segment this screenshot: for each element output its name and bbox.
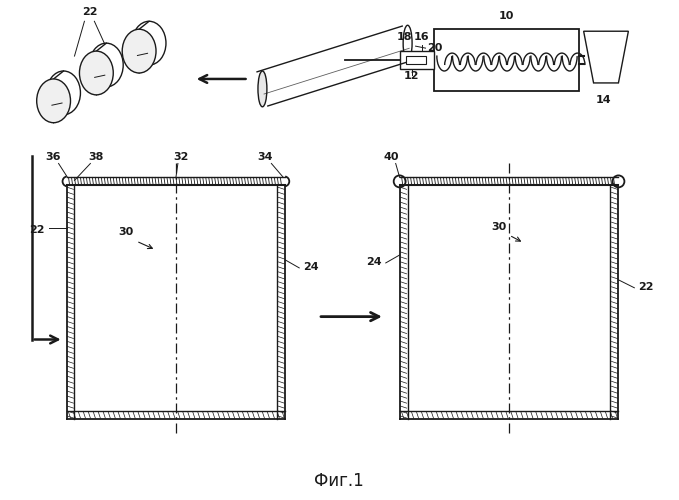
Text: 24: 24 — [304, 262, 319, 272]
Text: 20: 20 — [428, 43, 443, 53]
Text: 40: 40 — [384, 152, 399, 162]
Text: 12: 12 — [404, 71, 420, 81]
Polygon shape — [584, 31, 628, 83]
Text: Фиг.1: Фиг.1 — [314, 472, 364, 490]
Text: 30: 30 — [492, 222, 507, 232]
Text: 16: 16 — [414, 32, 429, 42]
Ellipse shape — [47, 71, 80, 115]
Ellipse shape — [90, 43, 123, 87]
Text: 32: 32 — [173, 152, 189, 162]
Bar — [405, 56, 426, 64]
Bar — [400, 51, 435, 69]
Text: 38: 38 — [89, 152, 104, 162]
Text: 10: 10 — [499, 12, 514, 22]
Text: 34: 34 — [257, 152, 273, 162]
Text: 24: 24 — [366, 257, 382, 267]
Ellipse shape — [258, 71, 267, 107]
Text: 30: 30 — [119, 227, 134, 237]
Text: 36: 36 — [45, 152, 60, 162]
Ellipse shape — [37, 79, 71, 122]
Text: 22: 22 — [638, 282, 654, 292]
Ellipse shape — [79, 51, 113, 95]
Text: 14: 14 — [595, 95, 611, 105]
Ellipse shape — [122, 29, 156, 73]
Text: 18: 18 — [397, 32, 412, 42]
Ellipse shape — [132, 22, 166, 65]
Text: 22: 22 — [29, 225, 45, 235]
Text: 22: 22 — [81, 8, 97, 18]
Bar — [435, 29, 579, 91]
Ellipse shape — [403, 26, 412, 61]
